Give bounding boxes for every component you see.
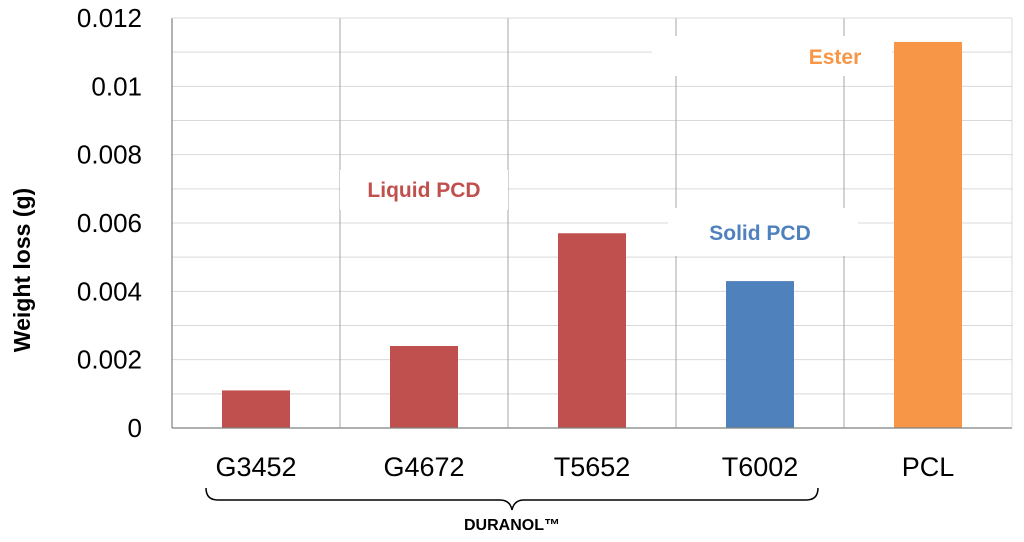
bar-pcl: [894, 41, 962, 429]
bar-g3452: [222, 390, 290, 428]
x-tick-label: G4672: [383, 452, 464, 482]
annotation-liquid-pcd: Liquid PCD: [367, 179, 480, 202]
y-tick-label: 0.004: [77, 276, 142, 306]
annotation-solid-pcd-bg: [668, 208, 858, 256]
bar-t5652: [558, 233, 626, 428]
x-tick-label: T6002: [722, 452, 799, 482]
axes: [171, 17, 1013, 429]
y-tick-label: 0.008: [77, 140, 142, 170]
annotation-solid-pcd: Solid PCD: [709, 222, 811, 245]
x-tick-labels: G3452 G4672 T5652 T6002 PCL: [215, 452, 954, 482]
y-tick-label: 0.012: [77, 3, 142, 33]
duranol-group-label: DURANOL™: [464, 517, 560, 534]
annotation-ester-bg: [652, 36, 892, 76]
bar-t6002: [726, 281, 794, 428]
y-tick-label: 0.002: [77, 345, 142, 375]
y-tick-labels: 0 0.002 0.004 0.006 0.008 0.01 0.012: [77, 3, 142, 443]
x-tick-label: PCL: [902, 452, 955, 482]
bar-g4672: [390, 346, 458, 428]
x-tick-label: G3452: [215, 452, 296, 482]
y-axis-label: Weight loss (g): [9, 188, 35, 352]
y-tick-label: 0.006: [77, 208, 142, 238]
duranol-brace: [205, 487, 819, 511]
annotation-liquid-pcd-bg: [340, 170, 508, 210]
annotation-ester: Ester: [809, 46, 862, 69]
bars: [222, 41, 962, 429]
x-tick-label: T5652: [554, 452, 631, 482]
y-tick-label: 0: [128, 413, 142, 443]
y-tick-label: 0.01: [91, 71, 142, 101]
